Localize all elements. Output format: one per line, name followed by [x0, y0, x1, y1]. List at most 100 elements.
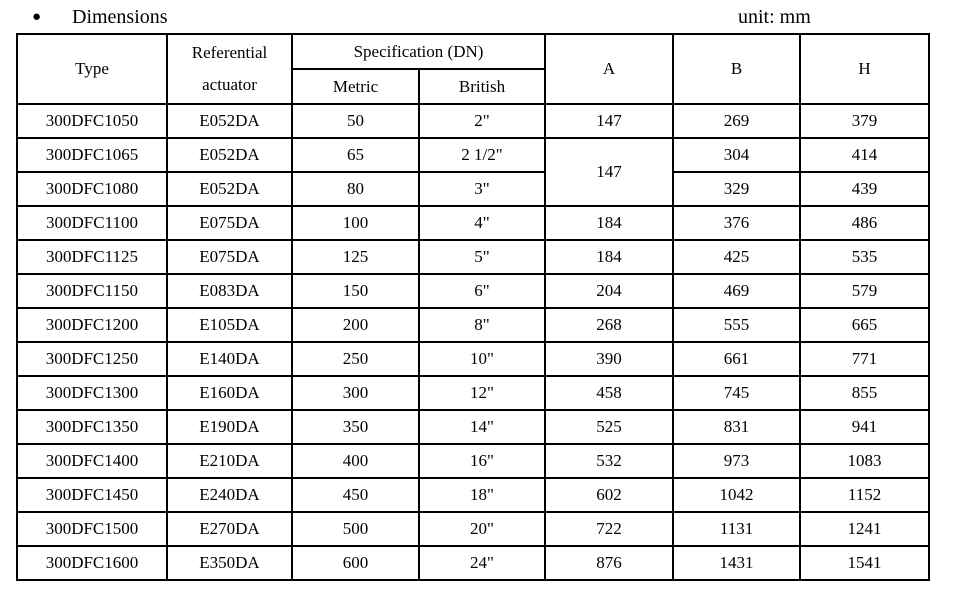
- table-row: 300DFC1050 E052DA 50 2" 147 269 379: [16, 103, 931, 139]
- cell-a: 184: [544, 205, 675, 241]
- referential-line: Referential: [191, 43, 268, 62]
- cell-b: 269: [672, 103, 802, 139]
- cell-b: 661: [672, 341, 802, 377]
- cell-type: 300DFC1450: [16, 477, 168, 513]
- referential-actuator-lines: Referential actuator: [169, 37, 290, 101]
- cell-metric: 450: [291, 477, 420, 513]
- cell-metric: 150: [291, 273, 420, 309]
- cell-metric: 500: [291, 511, 420, 547]
- cell-a: 390: [544, 341, 675, 377]
- cell-b: 1042: [672, 477, 802, 513]
- col-header-referential-actuator: Referential actuator: [166, 33, 293, 105]
- table-row: 300DFC1200 E105DA 200 8" 268 555 665: [16, 307, 931, 343]
- cell-b: 555: [672, 307, 802, 343]
- cell-h: 535: [799, 239, 931, 275]
- cell-b: 329: [672, 171, 802, 207]
- cell-type: 300DFC1250: [16, 341, 168, 377]
- header-row-1: Type Referential actuator Specification …: [16, 33, 931, 105]
- cell-a: 532: [544, 443, 675, 479]
- cell-type: 300DFC1100: [16, 205, 168, 241]
- cell-british: 18": [417, 477, 547, 513]
- col-header-a: A: [544, 33, 675, 105]
- cell-actuator: E350DA: [166, 545, 293, 581]
- table-row: 300DFC1450 E240DA 450 18" 602 1042 1152: [16, 477, 931, 513]
- cell-type: 300DFC1350: [16, 409, 168, 445]
- cell-h: 665: [799, 307, 931, 343]
- cell-type: 300DFC1500: [16, 511, 168, 547]
- cell-actuator: E075DA: [166, 239, 293, 275]
- col-header-b: B: [672, 33, 802, 105]
- cell-british: 24": [417, 545, 547, 581]
- cell-a: 602: [544, 477, 675, 513]
- page-title: Dimensions: [72, 6, 168, 28]
- table-row: 300DFC1150 E083DA 150 6" 204 469 579: [16, 273, 931, 309]
- cell-type: 300DFC1080: [16, 171, 168, 207]
- cell-metric: 65: [291, 137, 420, 173]
- cell-a: 147: [544, 103, 675, 139]
- cell-british: 4": [417, 205, 547, 241]
- cell-h: 579: [799, 273, 931, 309]
- cell-metric: 300: [291, 375, 420, 411]
- cell-british: 2 1/2": [417, 137, 547, 173]
- cell-type: 300DFC1050: [16, 103, 168, 139]
- cell-actuator: E052DA: [166, 171, 293, 207]
- dimensions-table: Type Referential actuator Specification …: [16, 33, 931, 581]
- cell-b: 831: [672, 409, 802, 445]
- cell-metric: 600: [291, 545, 420, 581]
- cell-metric: 350: [291, 409, 420, 445]
- cell-h: 1241: [799, 511, 931, 547]
- col-header-specification: Specification (DN): [290, 33, 547, 70]
- table-body: 300DFC1050 E052DA 50 2" 147 269 379 300DFC1065 E…: [16, 103, 931, 581]
- cell-type: 300DFC1600: [16, 545, 168, 581]
- cell-actuator: E083DA: [166, 273, 293, 309]
- table-row: 300DFC1300 E160DA 300 12" 458 745 855: [16, 375, 931, 411]
- cell-a: 184: [544, 239, 675, 275]
- cell-a: 204: [544, 273, 675, 309]
- cell-h: 1541: [799, 545, 931, 581]
- col-header-metric: Metric: [291, 68, 420, 105]
- cell-h: 1152: [799, 477, 931, 513]
- cell-a: 268: [544, 307, 675, 343]
- cell-british: 10": [417, 341, 547, 377]
- cell-h: 1083: [799, 443, 931, 479]
- cell-b: 469: [672, 273, 802, 309]
- cell-actuator: E160DA: [166, 375, 293, 411]
- cell-h: 855: [799, 375, 931, 411]
- cell-b: 376: [672, 205, 802, 241]
- cell-type: 300DFC1200: [16, 307, 168, 343]
- cell-a: 525: [544, 409, 675, 445]
- cell-british: 6": [417, 273, 547, 309]
- cell-type: 300DFC1150: [16, 273, 168, 309]
- table-row: 300DFC1125 E075DA 125 5" 184 425 535: [16, 239, 931, 275]
- table-row: 300DFC1080 E052DA 80 3" 329 439: [16, 171, 931, 207]
- cell-actuator: E240DA: [166, 477, 293, 513]
- col-header-type: Type: [16, 33, 168, 105]
- cell-h: 486: [799, 205, 931, 241]
- cell-a: 458: [544, 375, 675, 411]
- cell-british: 12": [417, 375, 547, 411]
- table-row: 300DFC1065 E052DA 65 2 1/2" 147 304 414: [16, 137, 931, 207]
- cell-actuator: E052DA: [166, 137, 293, 173]
- cell-metric: 125: [291, 239, 420, 275]
- bullet-icon: ●: [32, 9, 42, 25]
- cell-b: 1431: [672, 545, 802, 581]
- cell-metric: 250: [291, 341, 420, 377]
- unit-label: unit: mm: [738, 6, 811, 28]
- col-header-h: H: [799, 33, 931, 105]
- cell-b: 425: [672, 239, 802, 275]
- table-row: 300DFC1600 E350DA 600 24" 876 1431 1541: [16, 545, 931, 581]
- col-header-british: British: [417, 68, 547, 105]
- cell-a: 722: [544, 511, 675, 547]
- cell-h: 439: [799, 171, 931, 207]
- cell-b: 745: [672, 375, 802, 411]
- cell-metric: 80: [291, 171, 420, 207]
- cell-british: 14": [417, 409, 547, 445]
- table-header: Type Referential actuator Specification …: [16, 33, 931, 105]
- cell-british: 2": [417, 103, 547, 139]
- cell-type: 300DFC1400: [16, 443, 168, 479]
- cell-h: 414: [799, 137, 931, 173]
- cell-british: 16": [417, 443, 547, 479]
- title-bar: ● Dimensions unit: mm: [0, 3, 955, 31]
- cell-british: 20": [417, 511, 547, 547]
- cell-actuator: E270DA: [166, 511, 293, 547]
